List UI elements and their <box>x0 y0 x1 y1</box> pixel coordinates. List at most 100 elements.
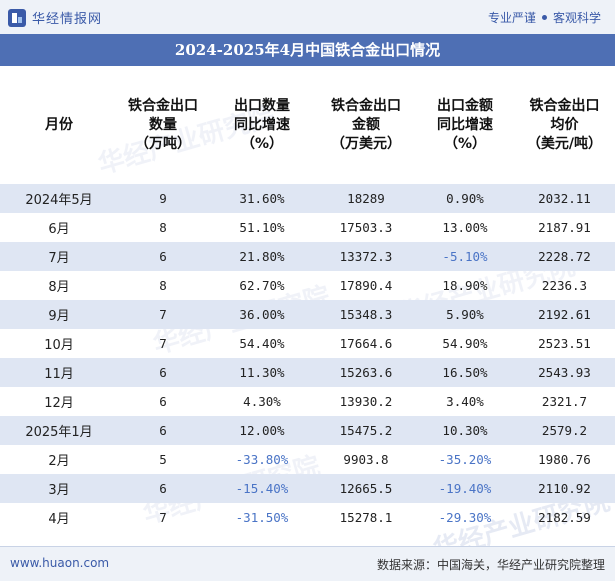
table-row: 4月 7 -31.50% 15278.1 -29.30% 2182.59 <box>0 503 615 532</box>
top-bar: 华经情报网 专业严谨 客观科学 <box>0 0 615 34</box>
cell-value-yoy: -19.40% <box>438 481 492 496</box>
column-header-month: 月份 <box>45 116 73 133</box>
cell-export-value: 12665.5 <box>339 481 393 496</box>
table-row: 2月 5 -33.80% 9903.8 -35.20% 1980.76 <box>0 445 615 474</box>
cell-avg-price: 2192.61 <box>538 307 591 322</box>
cell-avg-price: 2187.91 <box>538 220 591 235</box>
cell-export-value: 13372.3 <box>339 249 393 264</box>
cell-value-yoy: 18.90% <box>442 278 488 293</box>
cell-value-yoy: 13.00% <box>442 220 488 235</box>
cell-value-yoy: 16.50% <box>442 365 488 380</box>
table-row: 10月 7 54.40% 17664.6 54.90% 2523.51 <box>0 329 615 358</box>
cell-value-yoy: 3.40% <box>446 394 484 409</box>
site-link[interactable]: www.huaon.com <box>10 556 110 570</box>
cell-month: 12月 <box>44 396 74 411</box>
cell-volume-yoy: -33.80% <box>235 452 289 467</box>
cell-avg-price: 2523.51 <box>538 336 591 351</box>
footer: www.huaon.com 数据来源：中国海关，华经产业研究院整理 <box>0 546 615 581</box>
column-header-volume-yoy: 出口数量 同比增速 （%） <box>234 97 290 152</box>
table-body: 2024年5月 9 31.60% 18289 0.90% 2032.11 6月 8 51.10%… <box>0 184 615 532</box>
cell-export-value: 13930.2 <box>339 394 393 409</box>
cell-volume-yoy: 11.30% <box>239 365 285 380</box>
cell-export-volume: 6 <box>159 481 167 496</box>
cell-export-volume: 6 <box>159 423 167 438</box>
cell-avg-price: 1980.76 <box>538 452 591 467</box>
cell-month: 10月 <box>44 338 74 353</box>
cell-volume-yoy: 21.80% <box>239 249 285 264</box>
table-row: 6月 8 51.10% 17503.3 13.00% 2187.91 <box>0 213 615 242</box>
cell-export-volume: 8 <box>159 278 167 293</box>
cell-volume-yoy: -31.50% <box>235 510 289 525</box>
cell-month: 6月 <box>48 222 70 237</box>
cell-avg-price: 2543.93 <box>538 365 591 380</box>
cell-export-volume: 7 <box>159 510 167 525</box>
table-row: 9月 7 36.00% 15348.3 5.90% 2192.61 <box>0 300 615 329</box>
cell-value-yoy: 5.90% <box>446 307 484 322</box>
cell-export-value: 15263.6 <box>339 365 393 380</box>
cell-avg-price: 2321.7 <box>541 394 588 409</box>
cell-export-volume: 5 <box>159 452 167 467</box>
column-header-export-volume: 铁合金出口 数量 （万吨） <box>128 97 198 152</box>
table-row: 11月 6 11.30% 15263.6 16.50% 2543.93 <box>0 358 615 387</box>
cell-export-value: 17664.6 <box>339 336 393 351</box>
logo[interactable]: 华经情报网 <box>8 8 102 27</box>
cell-export-value: 18289 <box>347 191 385 206</box>
tagline-left: 专业严谨 <box>487 11 536 25</box>
cell-export-value: 15278.1 <box>339 510 393 525</box>
cell-export-volume: 7 <box>159 307 167 322</box>
cell-export-volume: 9 <box>159 191 167 206</box>
export-table: 月份 铁合金出口 数量 （万吨） 出口数量 同比增速 （%） 铁合金出口 金额 … <box>0 66 615 532</box>
cell-export-value: 9903.8 <box>343 452 389 467</box>
cell-export-volume: 6 <box>159 365 167 380</box>
cell-volume-yoy: 62.70% <box>239 278 285 293</box>
table-row: 2025年1月 6 12.00% 15475.2 10.30% 2579.2 <box>0 416 615 445</box>
cell-export-value: 17503.3 <box>339 220 393 235</box>
cell-month: 8月 <box>48 280 70 295</box>
cell-export-volume: 6 <box>159 394 167 409</box>
cell-month: 2月 <box>48 454 70 469</box>
cell-month: 11月 <box>44 367 74 382</box>
cell-month: 2025年1月 <box>25 425 93 440</box>
cell-volume-yoy: 36.00% <box>239 307 285 322</box>
table-row: 2024年5月 9 31.60% 18289 0.90% 2032.11 <box>0 184 615 213</box>
column-header-avg-price: 铁合金出口 均价 （美元/吨） <box>526 97 603 152</box>
logo-text: 华经情报网 <box>32 12 103 27</box>
logo-icon <box>8 8 26 27</box>
table-row: 7月 6 21.80% 13372.3 -5.10% 2228.72 <box>0 242 615 271</box>
cell-export-value: 17890.4 <box>339 278 393 293</box>
cell-avg-price: 2110.92 <box>538 481 591 496</box>
cell-avg-price: 2228.72 <box>538 249 591 264</box>
cell-volume-yoy: -15.40% <box>235 481 289 496</box>
cell-volume-yoy: 12.00% <box>239 423 285 438</box>
cell-export-value: 15475.2 <box>339 423 393 438</box>
cell-avg-price: 2236.3 <box>541 278 588 293</box>
cell-month: 2024年5月 <box>25 193 93 208</box>
column-header-export-value: 铁合金出口 金额 （万美元） <box>331 97 401 152</box>
cell-volume-yoy: 54.40% <box>239 336 285 351</box>
cell-export-value: 15348.3 <box>339 307 393 322</box>
cell-month: 3月 <box>48 483 70 498</box>
tagline-right: 客观科学 <box>552 11 601 25</box>
tagline: 专业严谨 客观科学 <box>488 9 601 26</box>
cell-volume-yoy: 51.10% <box>239 220 285 235</box>
cell-month: 4月 <box>48 512 70 527</box>
table-header: 月份 铁合金出口 数量 （万吨） 出口数量 同比增速 （%） 铁合金出口 金额 … <box>0 66 615 184</box>
cell-avg-price: 2182.59 <box>538 510 591 525</box>
cell-export-volume: 7 <box>159 336 167 351</box>
cell-value-yoy: -35.20% <box>438 452 492 467</box>
cell-value-yoy: -5.10% <box>442 249 488 264</box>
cell-value-yoy: -29.30% <box>438 510 492 525</box>
data-source: 数据来源：中国海关，华经产业研究院整理 <box>376 558 605 572</box>
cell-avg-price: 2032.11 <box>538 191 591 206</box>
cell-export-volume: 6 <box>159 249 167 264</box>
table-row: 3月 6 -15.40% 12665.5 -19.40% 2110.92 <box>0 474 615 503</box>
cell-volume-yoy: 4.30% <box>243 394 281 409</box>
cell-value-yoy: 54.90% <box>442 336 488 351</box>
cell-value-yoy: 0.90% <box>446 191 484 206</box>
column-header-value-yoy: 出口金额 同比增速 （%） <box>437 97 493 152</box>
cell-avg-price: 2579.2 <box>541 423 588 438</box>
cell-value-yoy: 10.30% <box>442 423 488 438</box>
cell-month: 9月 <box>48 309 70 324</box>
cell-export-volume: 8 <box>159 220 167 235</box>
table-row: 8月 8 62.70% 17890.4 18.90% 2236.3 <box>0 271 615 300</box>
